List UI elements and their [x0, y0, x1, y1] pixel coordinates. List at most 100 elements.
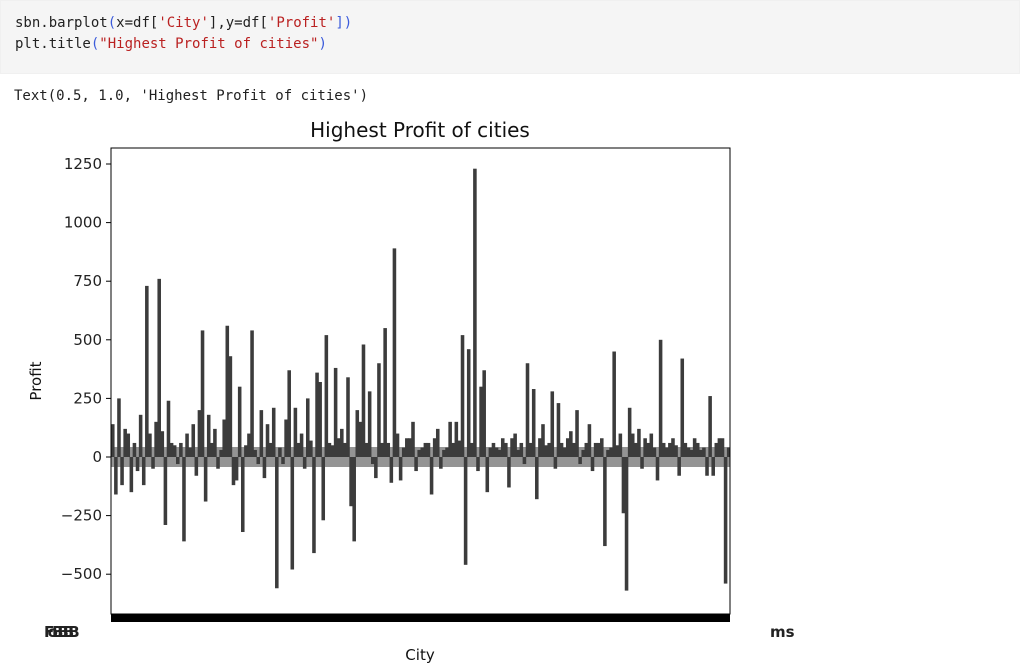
- bar-168: [630, 433, 635, 457]
- bar-171: [640, 457, 644, 469]
- bar-191: [702, 447, 706, 457]
- bar-68: [321, 457, 326, 521]
- bar-128: [507, 457, 511, 488]
- bar-60: [296, 442, 301, 457]
- bar-9: [138, 414, 143, 457]
- bar-124: [494, 447, 499, 457]
- bar-178: [661, 442, 666, 457]
- bar-28: [197, 410, 202, 457]
- bar-159: [603, 457, 607, 547]
- bar-65: [312, 457, 316, 554]
- x-tick-marks-band: [111, 614, 730, 622]
- bar-144: [556, 403, 561, 457]
- bar-37: [225, 325, 230, 457]
- bar-75: [343, 442, 347, 457]
- bar-133: [522, 457, 527, 465]
- code-line-2: plt.title("Highest Profit of cities"): [15, 36, 327, 52]
- bar-79: [355, 410, 360, 457]
- bar-91: [392, 248, 397, 457]
- bar-113: [460, 335, 465, 457]
- bar-26: [191, 424, 196, 457]
- bar-146: [562, 447, 567, 457]
- y-tick-label: −500: [61, 565, 102, 583]
- cell-output-text: Text(0.5, 1.0, 'Highest Profit of cities…: [14, 88, 369, 104]
- bar-173: [646, 442, 650, 457]
- bar-157: [596, 442, 601, 457]
- bar-62: [302, 457, 307, 469]
- chart-title: Highest Profit of cities: [310, 118, 530, 142]
- bar-156: [593, 442, 598, 457]
- bar-0: [111, 424, 115, 457]
- bar-30: [203, 457, 208, 502]
- bar-152: [581, 449, 585, 457]
- bar-27: [194, 457, 199, 476]
- bar-164: [618, 433, 623, 457]
- x-tick-marks: [111, 614, 730, 622]
- bar-61: [299, 433, 304, 457]
- bar-1: [114, 457, 118, 495]
- bar-181: [671, 438, 675, 457]
- bar-14: [154, 421, 158, 457]
- bar-193: [708, 396, 712, 457]
- bar-137: [535, 457, 539, 500]
- bar-13: [151, 457, 155, 469]
- bar-172: [643, 438, 647, 457]
- bar-47: [256, 457, 261, 465]
- bar-46: [253, 449, 257, 457]
- bar-51: [268, 442, 273, 457]
- bar-116: [470, 442, 474, 457]
- bar-182: [674, 445, 678, 457]
- bar-66: [315, 372, 319, 457]
- y-tick-label: −250: [61, 507, 102, 525]
- bar-80: [358, 421, 363, 457]
- bar-76: [346, 377, 350, 457]
- code-cell-input[interactable]: sbn.barplot(x=df['City'],y=df['Profit'])…: [0, 0, 1020, 74]
- bar-187: [689, 449, 694, 457]
- bar-158: [600, 438, 604, 457]
- bar-72: [333, 367, 338, 457]
- x-tick-labels-overlap: FoBBBB: [44, 623, 79, 641]
- bar-92: [395, 433, 400, 457]
- bar-111: [454, 421, 459, 457]
- bar-59: [293, 407, 298, 457]
- bar-154: [587, 424, 592, 457]
- bar-103: [429, 457, 434, 495]
- bar-130: [513, 433, 517, 457]
- bar-45: [250, 330, 254, 457]
- bar-175: [652, 447, 657, 457]
- bar-19: [169, 442, 174, 457]
- bar-100: [420, 447, 425, 457]
- bar-122: [488, 447, 493, 457]
- bar-53: [275, 457, 279, 589]
- bar-64: [309, 440, 313, 457]
- bar-153: [584, 442, 589, 457]
- bar-199: [726, 447, 731, 457]
- bar-2: [117, 398, 121, 457]
- bar-188: [692, 438, 697, 457]
- bar-11: [145, 285, 149, 457]
- bar-39: [231, 457, 236, 486]
- y-tick-label: 1000: [64, 214, 102, 232]
- bar-110: [451, 442, 456, 457]
- bar-149: [572, 442, 576, 457]
- bar-49: [262, 457, 267, 479]
- bar-129: [510, 438, 514, 457]
- bar-29: [200, 330, 205, 457]
- bar-4: [123, 428, 127, 457]
- bar-196: [717, 438, 722, 457]
- bar-195: [714, 442, 719, 457]
- y-tick-label: 0: [92, 448, 102, 466]
- bar-143: [553, 457, 558, 469]
- bar-102: [426, 442, 431, 457]
- bar-87: [380, 442, 384, 457]
- bar-117: [473, 168, 477, 457]
- bar-165: [621, 457, 626, 514]
- bar-25: [188, 447, 192, 457]
- bar-16: [160, 431, 165, 457]
- bar-126: [500, 438, 505, 457]
- x-tick-labels-overlap-right: ms: [770, 623, 795, 641]
- y-axis-label: Profit: [27, 361, 45, 400]
- bar-34: [216, 457, 220, 469]
- bar-121: [485, 457, 490, 493]
- bar-141: [547, 442, 551, 457]
